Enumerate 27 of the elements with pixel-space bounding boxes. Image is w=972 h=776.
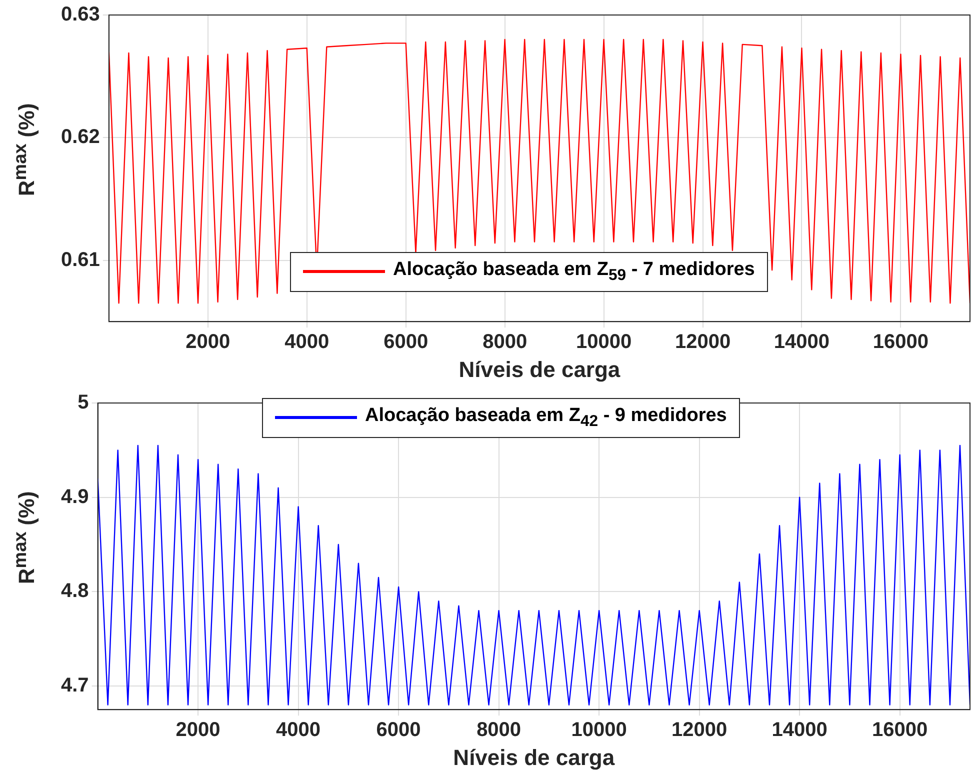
x-tick-label: 16000 (872, 331, 929, 354)
x-tick-label: 4000 (284, 331, 330, 354)
x-axis-title: Níveis de carga (453, 744, 616, 770)
x-tick-label: 8000 (476, 719, 522, 742)
legend-label: Alocação baseada em Z$_{42}$ - 9 medidores (365, 405, 727, 431)
x-tick-label: 10000 (571, 719, 627, 742)
y-tick-label: 4.7 (60, 674, 89, 697)
y-tick-label: 4.9 (60, 486, 89, 508)
legend-label: Alocação baseada em Z$_{59}$ - 7 medidores (393, 259, 755, 285)
x-tick-label: 14000 (774, 331, 830, 354)
x-axis-title: Níveis de carga (458, 356, 621, 382)
y-tick-label: 5 (78, 392, 89, 414)
y-tick-label: 4.8 (60, 580, 89, 602)
x-tick-label: 12000 (674, 331, 731, 354)
x-tick-label: 6000 (384, 331, 428, 354)
x-tick-label: 4000 (276, 719, 321, 742)
x-tick-label: 12000 (672, 719, 728, 742)
y-tick-label: 0.62 (60, 126, 100, 148)
x-tick-label: 14000 (772, 719, 828, 742)
x-tick-label: 2000 (186, 331, 230, 354)
y-tick-label: 0.63 (60, 4, 100, 26)
x-tick-label: 8000 (482, 331, 528, 354)
x-tick-label: 6000 (376, 719, 421, 742)
x-tick-label: 10000 (576, 331, 632, 354)
x-tick-label: 16000 (872, 719, 928, 742)
y-tick-label: 0.61 (60, 248, 100, 271)
x-tick-label: 2000 (176, 719, 220, 742)
